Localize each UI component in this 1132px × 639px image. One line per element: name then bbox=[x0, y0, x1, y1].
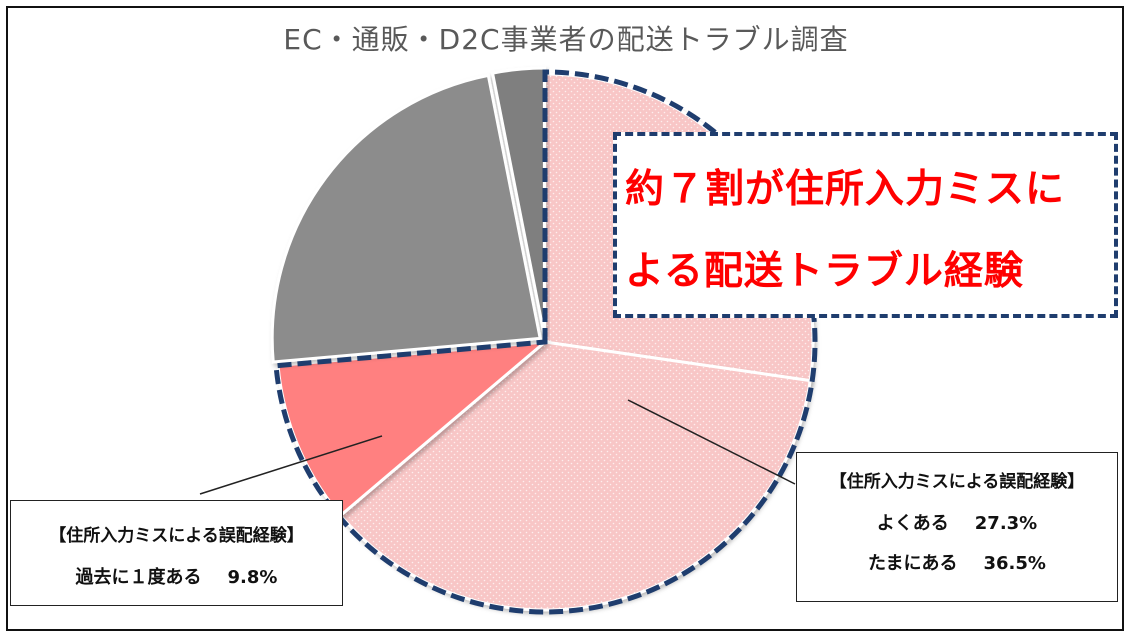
slice-label-past-once: 過去に１度ある bbox=[75, 567, 202, 588]
slice-label-often: よくある bbox=[876, 513, 949, 534]
slice-value-often: 27.3% bbox=[974, 513, 1038, 534]
callout-row: よくある 27.3% bbox=[797, 509, 1117, 535]
callout-heading: 【住所入力ミスによる誤配経験】 bbox=[49, 526, 304, 546]
callout-past-once: 【住所入力ミスによる誤配経験】 過去に１度ある 9.8% bbox=[10, 500, 343, 606]
slice-other-2 bbox=[490, 66, 546, 337]
headline-box: 約７割が住所入力ミスに よる配送トラブル経験 bbox=[613, 132, 1118, 318]
callout-row: 過去に１度ある 9.8% bbox=[11, 563, 342, 589]
highlight-outline bbox=[273, 69, 818, 615]
callout-row: たまにある 36.5% bbox=[797, 549, 1117, 575]
slice-other-1 bbox=[270, 73, 542, 364]
callout-often-sometimes: 【住所入力ミスによる誤配経験】 よくある 27.3% たまにある 36.5% bbox=[796, 452, 1118, 602]
left-leader-line bbox=[199, 435, 383, 495]
slice-value-past-once: 9.8% bbox=[227, 567, 278, 588]
right-leader-line bbox=[627, 399, 796, 485]
headline-line-2: よる配送トラブル経験 bbox=[625, 249, 1024, 294]
callout-heading: 【住所入力ミスによる誤配経験】 bbox=[829, 472, 1085, 492]
chart-title: EC・通販・D2C事業者の配送トラブル調査 bbox=[283, 23, 849, 56]
headline-line-1: 約７割が住所入力ミスに bbox=[625, 167, 1066, 212]
slice-value-sometimes: 36.5% bbox=[983, 553, 1046, 574]
slice-label-sometimes: たまにある bbox=[868, 553, 958, 574]
